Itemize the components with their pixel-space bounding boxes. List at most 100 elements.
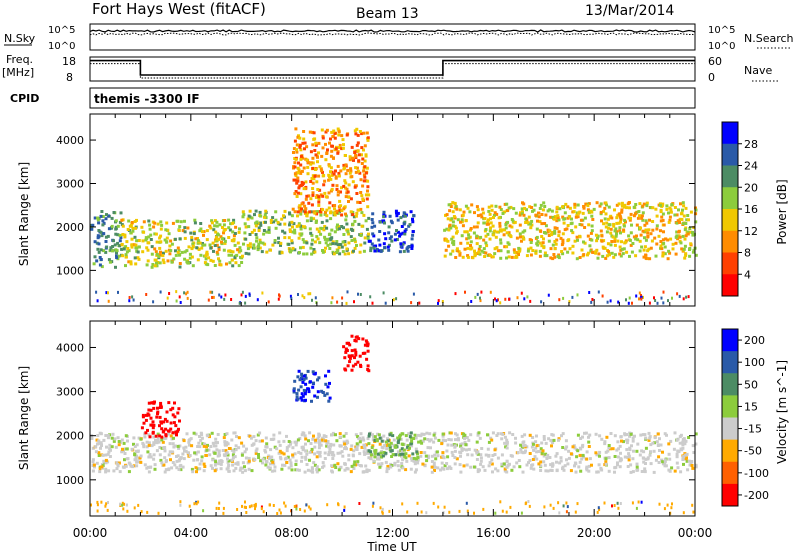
range-gate-cell — [668, 457, 672, 461]
range-gate-cell — [568, 300, 571, 304]
range-gate-cell — [579, 469, 583, 473]
range-gate-cell — [223, 219, 227, 222]
range-gate-cell — [98, 263, 102, 267]
range-gate-cell — [611, 504, 613, 508]
range-gate-cell — [246, 247, 250, 251]
range-gate-cell — [184, 449, 188, 453]
range-gate-cell — [308, 380, 312, 384]
range-gate-cell — [106, 452, 110, 456]
range-gate-cell — [667, 452, 671, 456]
range-gate-cell — [390, 449, 394, 453]
range-gate-cell — [503, 210, 507, 214]
range-gate-cell — [359, 363, 362, 367]
range-gate-cell — [95, 241, 99, 245]
range-gate-cell — [311, 156, 315, 160]
range-gate-cell — [687, 218, 690, 222]
colorbar-tick-label: 8 — [744, 247, 751, 260]
range-gate-cell — [600, 437, 604, 441]
range-gate-cell — [291, 246, 295, 250]
range-gate-cell — [553, 231, 557, 235]
range-gate-cell — [606, 242, 610, 246]
range-gate-cell — [393, 462, 397, 466]
range-gate-cell — [144, 238, 148, 242]
range-gate-cell — [223, 239, 227, 243]
range-gate-cell — [321, 174, 325, 178]
range-gate-cell — [329, 154, 333, 158]
range-gate-cell — [296, 176, 300, 180]
range-gate-cell — [476, 208, 480, 212]
range-gate-cell — [402, 448, 406, 452]
range-gate-cell — [589, 209, 593, 213]
range-gate-cell — [434, 457, 438, 461]
range-gate-cell — [324, 195, 328, 199]
range-gate-cell — [618, 215, 622, 218]
range-gate-cell — [141, 239, 145, 243]
range-gate-cell — [548, 456, 552, 459]
range-gate-cell — [527, 500, 530, 503]
range-gate-cell — [202, 469, 206, 473]
range-gate-cell — [669, 439, 673, 443]
range-gate-cell — [301, 431, 305, 435]
range-gate-cell — [661, 252, 665, 256]
range-gate-cell — [403, 214, 407, 218]
range-gate-cell — [666, 257, 670, 261]
range-gate-cell — [578, 446, 582, 450]
range-gate-cell — [149, 423, 153, 427]
range-gate-cell — [563, 464, 567, 468]
range-gate-cell — [328, 141, 331, 145]
range-gate-cell — [568, 215, 572, 219]
range-gate-cell — [335, 188, 339, 191]
range-gate-cell — [661, 218, 665, 222]
range-gate-cell — [208, 453, 212, 457]
range-gate-cell — [344, 368, 348, 372]
range-gate-cell — [127, 461, 131, 465]
range-gate-cell — [529, 222, 532, 226]
range-gate-cell — [273, 239, 277, 242]
range-gate-cell — [441, 454, 445, 458]
range-gate-cell — [330, 187, 334, 191]
range-gate-cell — [173, 463, 177, 467]
range-gate-cell — [283, 222, 287, 226]
range-gate-cell — [223, 433, 227, 436]
range-gate-cell — [476, 433, 480, 437]
range-gate-cell — [278, 222, 282, 226]
range-gate-cell — [390, 455, 394, 458]
nsky-tick-top: 10^5 — [48, 25, 75, 36]
range-gate-cell — [153, 264, 157, 268]
range-gate-cell — [353, 219, 357, 223]
range-gate-cell — [578, 256, 582, 259]
range-gate-cell — [213, 219, 217, 223]
range-gate-cell — [205, 229, 209, 233]
range-gate-cell — [694, 220, 698, 224]
range-gate-cell — [285, 434, 288, 438]
range-gate-cell — [335, 209, 339, 213]
range-gate-cell — [241, 290, 244, 294]
range-gate-cell — [684, 457, 688, 461]
range-gate-cell — [633, 434, 636, 438]
range-gate-cell — [553, 229, 557, 233]
range-gate-cell — [472, 225, 476, 229]
range-gate-cell — [536, 219, 539, 223]
range-gate-cell — [302, 130, 306, 133]
range-gate-cell — [288, 230, 292, 233]
range-gate-cell — [351, 222, 355, 226]
range-gate-cell — [659, 210, 663, 214]
range-gate-cell — [194, 432, 198, 436]
range-gate-cell — [170, 242, 174, 246]
range-gate-cell — [467, 236, 471, 240]
range-gate-cell — [254, 507, 256, 511]
range-gate-cell — [261, 461, 264, 465]
range-gate-cell — [317, 200, 321, 204]
range-gate-cell — [296, 191, 300, 195]
range-gate-cell — [550, 444, 553, 448]
range-gate-cell — [390, 239, 394, 243]
range-gate-cell — [114, 248, 118, 252]
range-gate-cell — [378, 220, 382, 224]
range-gate-cell — [444, 238, 448, 242]
range-gate-cell — [628, 434, 632, 438]
range-gate-cell — [342, 207, 346, 211]
range-gate-cell — [423, 464, 427, 468]
range-gate-cell — [629, 470, 633, 474]
range-gate-cell — [110, 224, 114, 228]
range-gate-cell — [273, 469, 277, 473]
